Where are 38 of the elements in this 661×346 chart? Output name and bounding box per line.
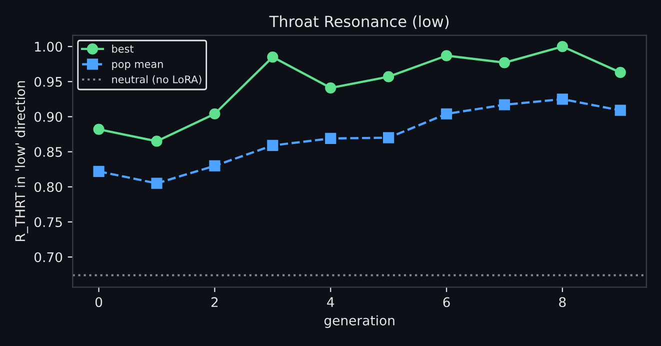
point — [614, 104, 626, 116]
point — [267, 51, 278, 63]
point — [498, 99, 510, 110]
y-tick-label: 0.90 — [34, 112, 62, 122]
point — [209, 108, 220, 120]
legend-label: neutral (no LoRA) — [112, 75, 202, 85]
point — [556, 40, 568, 52]
y-tick-label: 0.80 — [34, 182, 62, 192]
y-tick-label: 1.00 — [35, 42, 62, 52]
point — [383, 132, 394, 144]
point — [209, 160, 220, 172]
point — [93, 166, 104, 177]
point — [498, 57, 510, 68]
y-tick-label: 0.70 — [34, 252, 62, 262]
x-tick-label: 4 — [327, 297, 334, 307]
chart-title: Throat Resonance (low) — [269, 15, 449, 29]
y-axis-title: R_THRT in 'low' direction — [14, 81, 28, 242]
point — [151, 178, 162, 189]
point — [383, 71, 394, 82]
point — [325, 82, 336, 94]
y-tick-label: 0.85 — [34, 146, 62, 157]
point — [93, 124, 104, 135]
point — [325, 132, 336, 144]
x-tick-label: 0 — [95, 297, 102, 308]
legend-label: best — [112, 44, 134, 53]
y-tick-label: 0.95 — [34, 76, 62, 87]
point — [556, 94, 568, 105]
x-tick-label: 2 — [211, 297, 218, 307]
x-tick-label: 8 — [559, 297, 566, 308]
x-tick-label: 6 — [443, 297, 450, 308]
y-tick-label: 0.75 — [34, 217, 62, 228]
x-axis-title: generation — [324, 315, 394, 328]
legend-label: pop mean — [112, 62, 163, 70]
point — [614, 66, 626, 78]
point — [151, 136, 162, 147]
point — [440, 108, 452, 120]
point — [267, 140, 278, 152]
point — [440, 50, 452, 62]
